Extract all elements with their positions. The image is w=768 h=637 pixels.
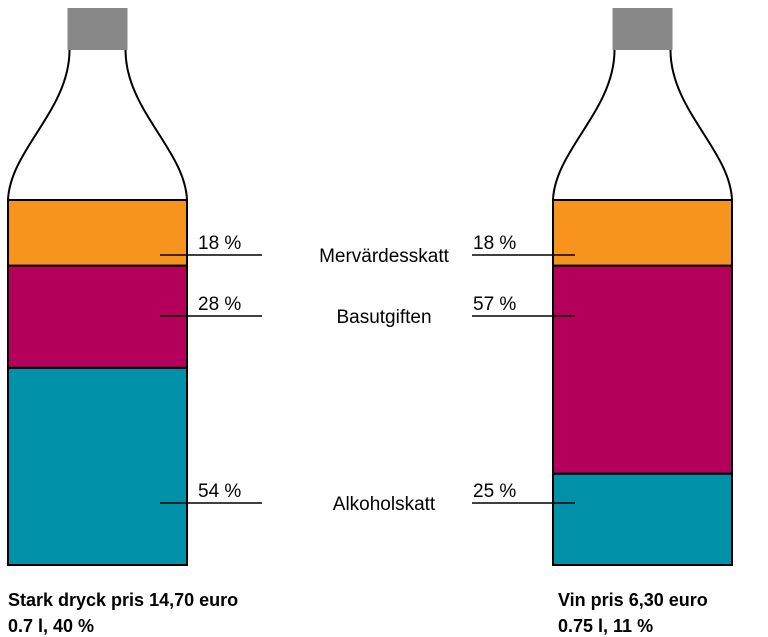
value-label: 28 % (198, 294, 241, 315)
segment (7, 264, 188, 369)
bottle-cap (612, 8, 673, 50)
category-label: Vin pris 6,30 euro (558, 590, 708, 610)
bottle-neck (552, 49, 733, 201)
segment (7, 199, 188, 267)
segment (552, 472, 733, 566)
segment (552, 199, 733, 267)
series-name: Mervärdesskatt (319, 246, 450, 267)
series-name: Basutgiften (336, 307, 431, 328)
value-label: 18 % (473, 233, 516, 254)
bottle-neck (7, 49, 188, 201)
value-label: 18 % (198, 233, 241, 254)
segment (552, 264, 733, 475)
segment (7, 366, 188, 566)
category-detail: 0.7 l, 40 % (8, 616, 94, 636)
bottle-cap (67, 8, 128, 50)
value-label: 25 % (473, 481, 516, 502)
category-label: Stark dryck pris 14,70 euro (8, 590, 238, 610)
series-name: Alkoholskatt (333, 494, 436, 515)
category-detail: 0.75 l, 11 % (558, 616, 653, 636)
value-label: 54 % (198, 481, 241, 502)
value-label: 57 % (473, 294, 516, 315)
